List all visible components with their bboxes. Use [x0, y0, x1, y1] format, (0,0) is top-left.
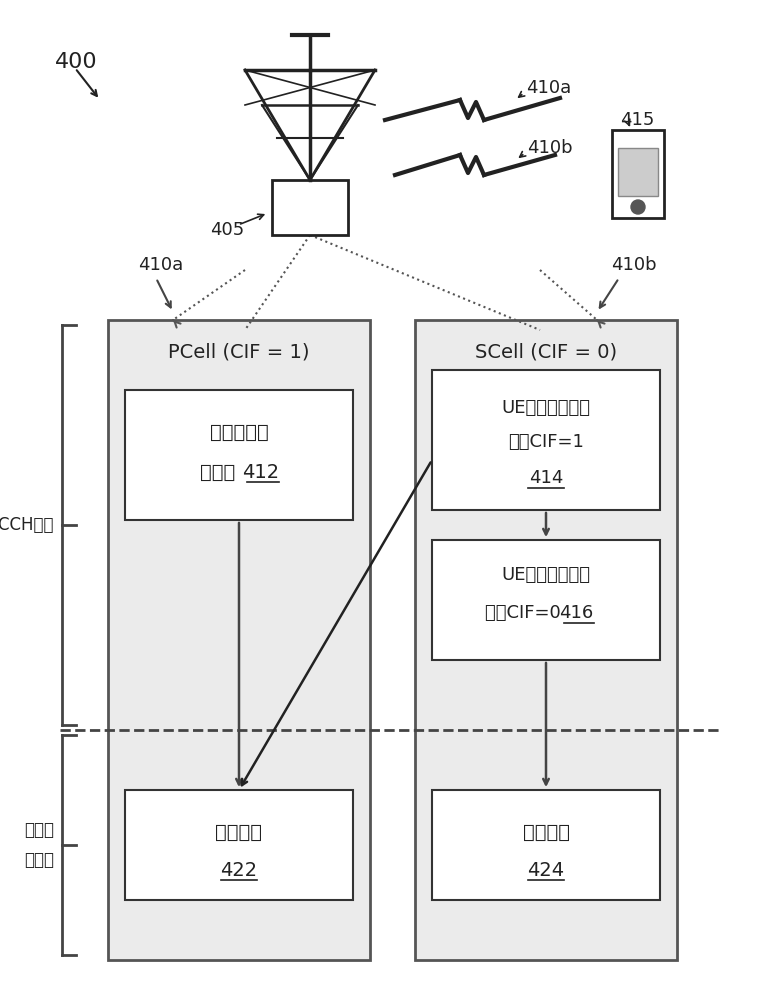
- Text: 412: 412: [242, 462, 279, 482]
- Text: 经调度: 经调度: [24, 821, 54, 839]
- Text: 数据传输: 数据传输: [522, 822, 570, 842]
- Bar: [432, 540, 660, 660]
- Bar: [125, 790, 353, 900]
- Text: UE特定搜索空间: UE特定搜索空间: [502, 566, 591, 584]
- Text: 的数据: 的数据: [24, 851, 54, 869]
- Bar: [415, 320, 677, 960]
- Text: 415: 415: [620, 111, 654, 129]
- Text: UE特定搜索空间: UE特定搜索空间: [502, 399, 591, 417]
- Text: 配置CIF=1: 配置CIF=1: [508, 433, 584, 451]
- Text: 414: 414: [528, 469, 563, 487]
- Text: 410b: 410b: [611, 256, 657, 274]
- Text: 数据传输: 数据传输: [216, 822, 262, 842]
- Text: 405: 405: [210, 221, 244, 239]
- Text: PDCCH候选: PDCCH候选: [0, 516, 54, 534]
- Text: 424: 424: [528, 860, 565, 880]
- Text: 422: 422: [220, 860, 258, 880]
- Bar: [125, 390, 353, 520]
- Text: 公共搜索空: 公共搜索空: [209, 422, 268, 442]
- Bar: [272, 180, 348, 235]
- Bar: [108, 320, 370, 960]
- Text: SCell (CIF = 0): SCell (CIF = 0): [475, 342, 617, 361]
- Bar: [432, 370, 660, 510]
- Text: 410b: 410b: [527, 139, 573, 157]
- Text: 410a: 410a: [138, 256, 183, 274]
- Text: 配置CIF=0: 配置CIF=0: [486, 604, 567, 622]
- Bar: [618, 148, 658, 196]
- Bar: [432, 790, 660, 900]
- Text: 410a: 410a: [526, 79, 571, 97]
- Text: 400: 400: [55, 52, 97, 72]
- Circle shape: [631, 200, 645, 214]
- Text: 416: 416: [559, 604, 593, 622]
- Bar: [612, 130, 664, 218]
- Text: 间配置: 间配置: [200, 462, 242, 482]
- Text: PCell (CIF = 1): PCell (CIF = 1): [168, 342, 310, 361]
